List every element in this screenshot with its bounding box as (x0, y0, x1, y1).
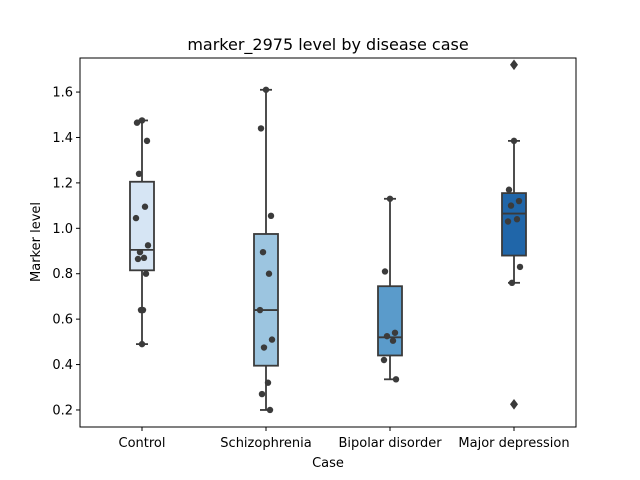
data-point (266, 406, 274, 414)
data-point (144, 242, 152, 249)
box-group-schizophrenia (253, 86, 279, 414)
data-point (391, 329, 399, 336)
box-group-bipolar-disorder (377, 195, 403, 383)
data-point (515, 197, 523, 205)
data-point (142, 270, 150, 277)
outlier-marker (510, 398, 518, 410)
y-tick-label: 1.6 (52, 86, 73, 101)
data-point (143, 137, 151, 145)
box (501, 192, 527, 257)
y-axis: 0.2 0.4 0.6 0.8 1.0 1.2 1.4 1.6 (52, 86, 80, 418)
x-tick-label: Schizophrenia (220, 436, 311, 451)
data-point (267, 212, 275, 220)
data-point (381, 268, 389, 275)
y-tick-label: 0.8 (52, 267, 73, 282)
data-point (392, 376, 400, 383)
data-point (257, 125, 265, 132)
data-point (505, 186, 513, 193)
outlier-marker (510, 59, 518, 71)
data-point (141, 203, 149, 210)
data-point (133, 119, 141, 126)
data-point (262, 86, 270, 93)
data-point (259, 248, 267, 256)
y-axis-label: Marker level (29, 202, 44, 282)
x-tick-label: Bipolar disorder (338, 436, 442, 451)
x-axis: Control Schizophrenia Bipolar disorder Majo… (119, 427, 570, 451)
box-group-major-depression (501, 59, 527, 410)
plot-area (129, 59, 527, 414)
data-point (513, 216, 521, 223)
data-point (258, 390, 266, 398)
y-tick-label: 0.4 (52, 358, 73, 373)
data-point (264, 379, 272, 386)
data-point (260, 344, 268, 351)
data-point (140, 254, 148, 262)
y-tick-label: 0.2 (52, 403, 73, 418)
x-axis-label: Case (312, 456, 344, 471)
data-point (508, 279, 516, 287)
data-point (383, 332, 391, 340)
data-point (137, 306, 145, 314)
data-point (256, 306, 264, 314)
data-point (507, 202, 515, 209)
data-point (265, 270, 273, 277)
y-tick-label: 1.4 (52, 131, 73, 146)
data-point (386, 195, 394, 202)
plot-frame (79, 57, 577, 428)
y-tick-label: 1.2 (52, 176, 73, 191)
data-point (132, 214, 140, 222)
data-point (504, 218, 512, 225)
data-point (138, 340, 146, 348)
box (377, 285, 403, 357)
data-point (510, 137, 518, 145)
box-group-control (129, 117, 155, 348)
data-point (138, 117, 146, 124)
chart-title: marker_2975 level by disease case (187, 35, 468, 55)
data-point (268, 336, 276, 343)
x-tick-label: Major depression (458, 436, 569, 451)
box (253, 233, 279, 367)
x-tick-label: Control (119, 436, 166, 451)
y-tick-label: 0.6 (52, 313, 73, 328)
data-point (135, 170, 143, 178)
data-point (134, 255, 142, 263)
y-tick-label: 1.0 (52, 222, 73, 237)
data-point (136, 248, 144, 256)
data-point (380, 356, 388, 364)
data-point (516, 263, 524, 271)
data-point (389, 337, 397, 344)
